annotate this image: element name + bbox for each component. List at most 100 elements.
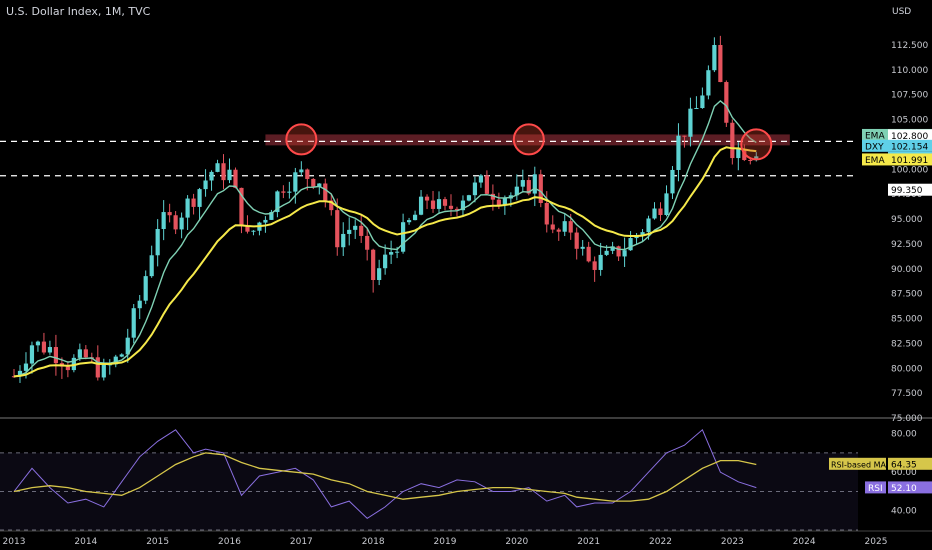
candle: [580, 246, 585, 249]
rsi-line: [13, 428, 757, 520]
candle: [514, 186, 519, 196]
candle: [610, 246, 615, 251]
candle: [239, 187, 244, 227]
candle: [694, 108, 699, 110]
candle: [700, 95, 705, 109]
rsi-label: RSI: [868, 484, 883, 494]
candle: [269, 212, 274, 220]
candle: [604, 250, 609, 255]
year-tick-label: 2014: [74, 537, 97, 547]
candle: [305, 169, 310, 179]
candle: [365, 235, 370, 250]
currency-label: USD: [892, 7, 911, 17]
candle: [197, 189, 202, 207]
candle: [592, 261, 597, 270]
candle: [125, 337, 130, 355]
dxy-badge-bg: [888, 139, 932, 152]
candle: [185, 198, 190, 218]
candle: [418, 196, 424, 215]
candle: [664, 193, 669, 216]
candle: [442, 199, 448, 206]
candle: [383, 254, 388, 269]
candle: [293, 172, 298, 192]
candle: [227, 169, 232, 181]
candle: [137, 300, 142, 309]
candle: [460, 200, 466, 211]
ema-slow-badge-value: 101.991: [891, 156, 928, 166]
price-tick-label: 75.000: [891, 414, 923, 424]
year-tick-label: 2020: [505, 537, 528, 547]
candle: [71, 357, 76, 371]
rsi-label-bg: [865, 481, 886, 494]
candle: [520, 180, 525, 187]
candle: [83, 349, 88, 358]
candle: [454, 208, 460, 211]
candle: [412, 214, 418, 221]
dxy-badge-label: DXY: [865, 142, 884, 152]
touch-circle-1: [512, 123, 545, 156]
ema-slow-badge-bg: [888, 153, 932, 166]
candle: [215, 163, 220, 172]
candle: [221, 163, 226, 181]
candle: [682, 135, 687, 137]
candle: [347, 229, 352, 234]
resistance-zone: [265, 134, 790, 146]
candle: [502, 198, 507, 206]
price-tick-label: 77.500: [891, 389, 923, 399]
candle: [155, 229, 160, 256]
candle: [484, 175, 489, 194]
candle: [23, 363, 29, 371]
candle: [359, 225, 364, 236]
price-line-badge-bg: [888, 129, 932, 142]
price-tick-label: 87.500: [891, 290, 923, 300]
candle: [395, 251, 400, 253]
candle: [706, 70, 711, 96]
candle: [281, 191, 286, 193]
ema-slow-badge-label: EMA: [865, 156, 885, 166]
rsi-tick-label: 60.00: [891, 468, 917, 478]
chart-title: U.S. Dollar Index, 1M, TVC: [6, 5, 151, 18]
candle: [688, 108, 693, 137]
candle: [143, 276, 148, 301]
candle: [299, 169, 304, 173]
candle: [77, 349, 82, 358]
candle: [245, 226, 250, 232]
candle: [29, 345, 35, 364]
ema-slow-badge-label-bg: [862, 153, 888, 166]
ema-fast-badge-label: EMA: [865, 131, 885, 141]
price-tick-label: 110.000: [891, 66, 928, 76]
price-tick-label: 100.000: [891, 165, 928, 175]
dxy-badge-label-bg: [862, 139, 888, 152]
rsi-value-bg: [888, 481, 932, 494]
candle: [478, 175, 484, 183]
touch-circle-2: [740, 128, 773, 161]
candle: [622, 250, 627, 257]
candle: [490, 193, 495, 200]
candle: [466, 195, 472, 201]
price-line-badge-value: 102.800: [891, 132, 928, 142]
candle: [209, 171, 214, 181]
candle: [149, 255, 154, 277]
candle: [65, 366, 70, 371]
rsi-ma-label: RSI-based MA: [831, 460, 886, 469]
candle: [568, 221, 573, 233]
price-tick-label: 112.500: [891, 41, 928, 51]
candle: [287, 191, 292, 193]
year-tick-label: 2018: [362, 537, 385, 547]
candle: [251, 230, 256, 232]
rsi-ma-value: 64.35: [891, 460, 917, 470]
candle: [424, 196, 430, 201]
candle: [95, 357, 100, 378]
candle: [472, 182, 478, 196]
year-tick-label: 2015: [146, 537, 169, 547]
candle: [538, 174, 543, 204]
candle: [616, 246, 621, 257]
price-tick-label: 85.000: [891, 315, 923, 325]
year-tick-label: 2013: [3, 537, 26, 547]
year-tick-label: 2021: [577, 537, 600, 547]
candle: [526, 180, 531, 194]
candle: [754, 156, 759, 161]
price-tick-label: 95.000: [891, 215, 923, 225]
candle: [167, 212, 172, 216]
